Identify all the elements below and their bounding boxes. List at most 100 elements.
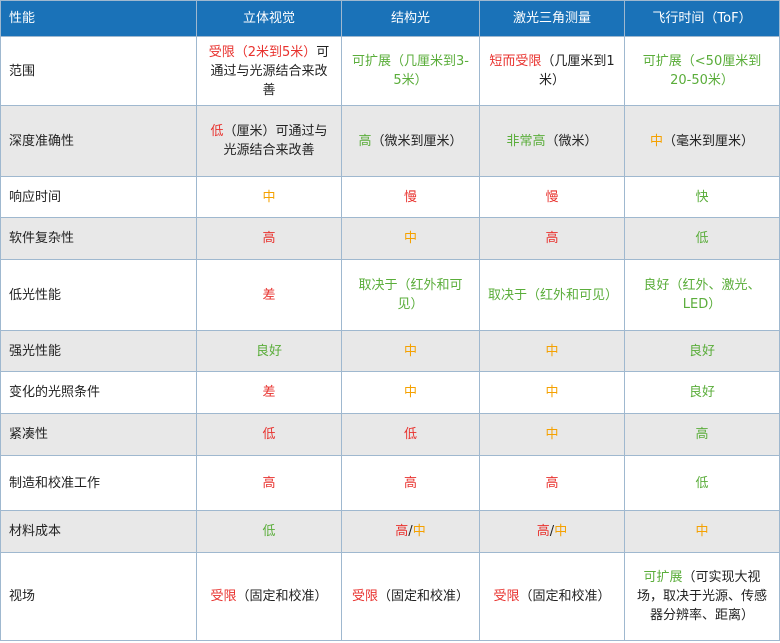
cell: 受限（固定和校准） [196, 552, 342, 641]
table-row: 变化的光照条件 差 中 中 良好 [0, 371, 780, 414]
cell-text: 受限（2米到5米） [208, 44, 317, 60]
cell: 可扩展（<50厘米到20-50米） [624, 36, 780, 106]
cell-text: 高 [695, 427, 709, 442]
cell-text: （毫米到厘米） [663, 133, 755, 149]
cell-text: （几厘米到1米） [538, 54, 615, 88]
header-cell: 性能 [0, 0, 197, 37]
cell: 中（毫米到厘米） [624, 105, 780, 177]
cell-text: 取决于（红外和可见） [488, 287, 619, 303]
cell-text: 良好 [255, 343, 282, 359]
cell-text: （可实现大视场，取决于光源、传感器分辨率、距离） [636, 570, 767, 623]
cell-text: 中 [545, 343, 559, 359]
cell: 受限（固定和校准） [479, 552, 625, 641]
cell-text: （固定和校准） [236, 589, 328, 604]
cell: 取决于（红外和可见） [341, 259, 480, 331]
cell-text: （微米到厘米） [371, 133, 463, 149]
cell-text: 可通过与光源结合来改善 [210, 44, 330, 98]
cell: 良好 [196, 330, 342, 372]
row-label: 范围 [0, 36, 197, 106]
cell-text: 受限 [351, 589, 378, 604]
cell-text: 中 [403, 385, 417, 400]
cell-text: 中 [695, 524, 709, 539]
cell-text: （固定和校准） [378, 589, 470, 604]
cell: 受限（2米到5米）可通过与光源结合来改善 [196, 36, 342, 106]
cell: 良好（红外、激光、LED） [624, 259, 780, 331]
cell: 高 [196, 217, 342, 260]
cell: 慢 [479, 176, 625, 218]
cell-text: 低 [262, 524, 276, 539]
cell: 高/中 [479, 510, 625, 553]
cell-text: 慢 [403, 189, 417, 205]
cell: 中 [196, 176, 342, 218]
cell: 中 [341, 330, 480, 372]
cell: 差 [196, 371, 342, 414]
cell-text: 良好 [688, 385, 715, 400]
cell: 低 [624, 455, 780, 511]
header-cell: 激光三角测量 [479, 0, 625, 37]
cell: 可扩展（可实现大视场，取决于光源、传感器分辨率、距离） [624, 552, 780, 641]
table-row: 响应时间 中 慢 慢 快 [0, 176, 780, 218]
cell-text: 低 [695, 475, 709, 491]
cell-text: 高 [262, 231, 276, 246]
cell: 中 [479, 330, 625, 372]
cell-text: 低 [262, 427, 276, 442]
cell: 高/中 [341, 510, 480, 553]
cell: 高 [341, 455, 480, 511]
cell-text: 可扩展（<50厘米到20-50米） [642, 54, 762, 88]
row-label: 制造和校准工作 [0, 455, 197, 511]
cell-text: 中 [262, 189, 276, 205]
cell-text: 受限 [210, 589, 237, 604]
cell: 慢 [341, 176, 480, 218]
cell-text: 差 [262, 287, 276, 303]
cell: 良好 [624, 330, 780, 372]
cell-text: 高 [262, 475, 276, 491]
header-row: 性能 立体视觉 结构光 激光三角测量 飞行时间（ToF） [0, 0, 780, 37]
cell: 中 [479, 371, 625, 414]
cell: 低 [196, 413, 342, 456]
cell-text: 中 [403, 231, 417, 246]
cell: 中 [341, 371, 480, 414]
cell: 非常高（微米） [479, 105, 625, 177]
cell-text: 低 [210, 124, 224, 139]
cell-text: （厘米）可通过与光源结合来改善 [223, 124, 328, 158]
cell-text: 高 [536, 524, 550, 539]
cell-text: 高 [403, 475, 417, 491]
cell-text: 中 [545, 385, 559, 400]
cell: 低（厘米）可通过与光源结合来改善 [196, 105, 342, 177]
cell-text: （微米） [545, 133, 598, 149]
cell: 低 [624, 217, 780, 260]
cell-text: 高 [545, 231, 559, 246]
row-label: 紧凑性 [0, 413, 197, 456]
cell: 受限（固定和校准） [341, 552, 480, 641]
table-row: 紧凑性 低 低 中 高 [0, 413, 780, 456]
cell: 差 [196, 259, 342, 331]
cell: 中 [624, 510, 780, 553]
row-label: 响应时间 [0, 176, 197, 218]
table-row: 低光性能 差 取决于（红外和可见） 取决于（红外和可见） 良好（红外、激光、LED） [0, 259, 780, 331]
cell: 中 [341, 217, 480, 260]
header-cell: 结构光 [341, 0, 480, 37]
cell-text: 取决于（红外和可见） [358, 278, 463, 312]
cell: 高（微米到厘米） [341, 105, 480, 177]
cell: 中 [479, 413, 625, 456]
cell-text: 快 [695, 189, 709, 205]
cell-text: 中 [403, 343, 417, 359]
cell-text: 良好（红外、激光、LED） [643, 278, 761, 312]
cell-text: / [408, 524, 413, 539]
table-row: 软件复杂性 高 中 高 低 [0, 217, 780, 260]
table-row: 深度准确性 低（厘米）可通过与光源结合来改善 高（微米到厘米） 非常高（微米） 中（毫米… [0, 105, 780, 177]
cell-text: 中 [412, 524, 426, 539]
table-row: 视场 受限（固定和校准） 受限（固定和校准） 受限（固定和校准） 可扩展（可实现大视场，… [0, 552, 780, 641]
table-row: 强光性能 良好 中 中 良好 [0, 330, 780, 372]
cell: 短而受限（几厘米到1米） [479, 36, 625, 106]
table-row: 制造和校准工作 高 高 高 低 [0, 455, 780, 511]
header-cell: 飞行时间（ToF） [624, 0, 780, 37]
row-label: 视场 [0, 552, 197, 641]
cell-text: 中 [649, 133, 663, 149]
cell-text: 短而受限 [489, 54, 542, 69]
cell: 可扩展（几厘米到3-5米） [341, 36, 480, 106]
cell: 高 [479, 455, 625, 511]
cell-text: 中 [545, 427, 559, 442]
